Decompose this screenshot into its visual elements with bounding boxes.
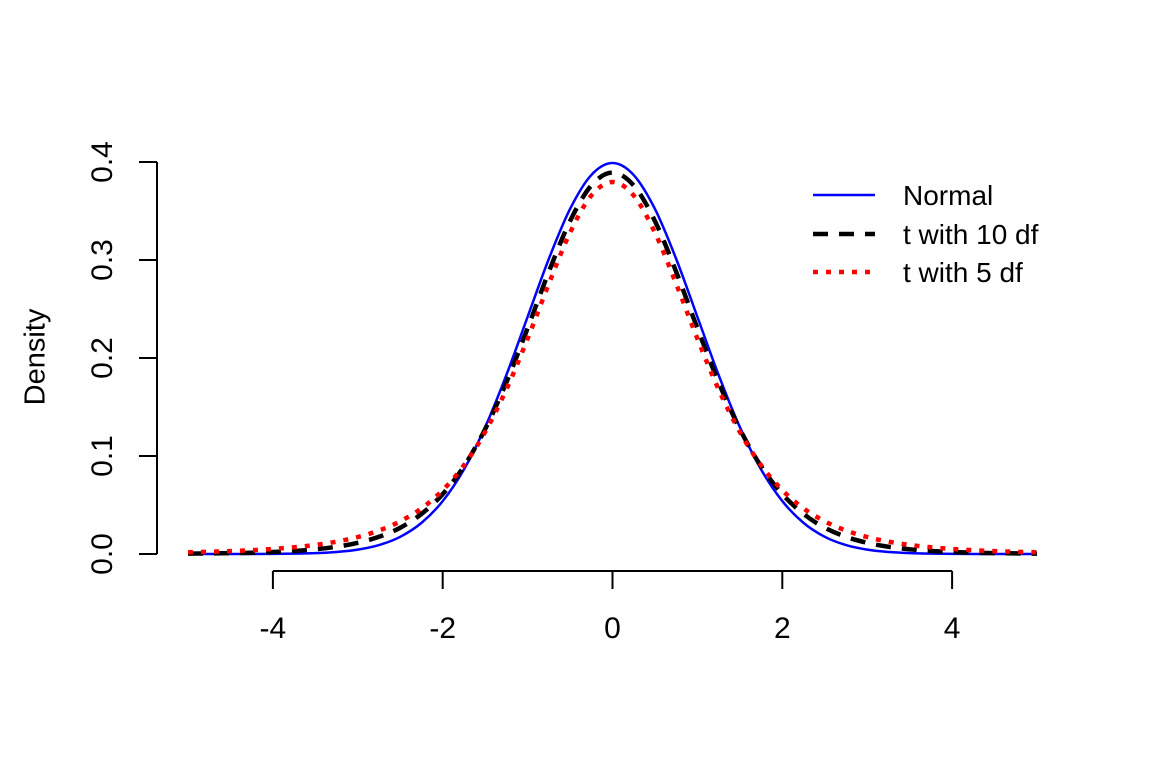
x-tick-label: -4 bbox=[260, 612, 287, 645]
x-tick-label: 0 bbox=[604, 612, 621, 645]
legend-label: Normal bbox=[903, 180, 993, 211]
legend-label: t with 10 df bbox=[903, 219, 1039, 250]
x-tick-label: 4 bbox=[944, 612, 961, 645]
x-tick-label: -2 bbox=[429, 612, 456, 645]
y-axis: 0.0 0.1 0.2 0.3 0.4 Density bbox=[20, 141, 158, 575]
t10-curve bbox=[187, 170, 1038, 556]
curves bbox=[187, 161, 1038, 556]
x-axis: -4 -2 0 2 4 bbox=[260, 570, 961, 645]
y-tick-label: 0.4 bbox=[86, 141, 119, 183]
y-axis-title: Density bbox=[20, 308, 52, 405]
y-tick-label: 0.1 bbox=[86, 435, 119, 477]
normal-curve bbox=[188, 161, 1037, 556]
y-tick-label: 0.3 bbox=[86, 239, 119, 281]
y-tick-label: 0.2 bbox=[86, 337, 119, 379]
legend: Normal t with 10 df t with 5 df bbox=[813, 180, 1039, 288]
t5-curve bbox=[187, 179, 1038, 555]
x-tick-label: 2 bbox=[774, 612, 791, 645]
y-tick-label: 0.0 bbox=[86, 533, 119, 575]
legend-label: t with 5 df bbox=[903, 257, 1023, 288]
